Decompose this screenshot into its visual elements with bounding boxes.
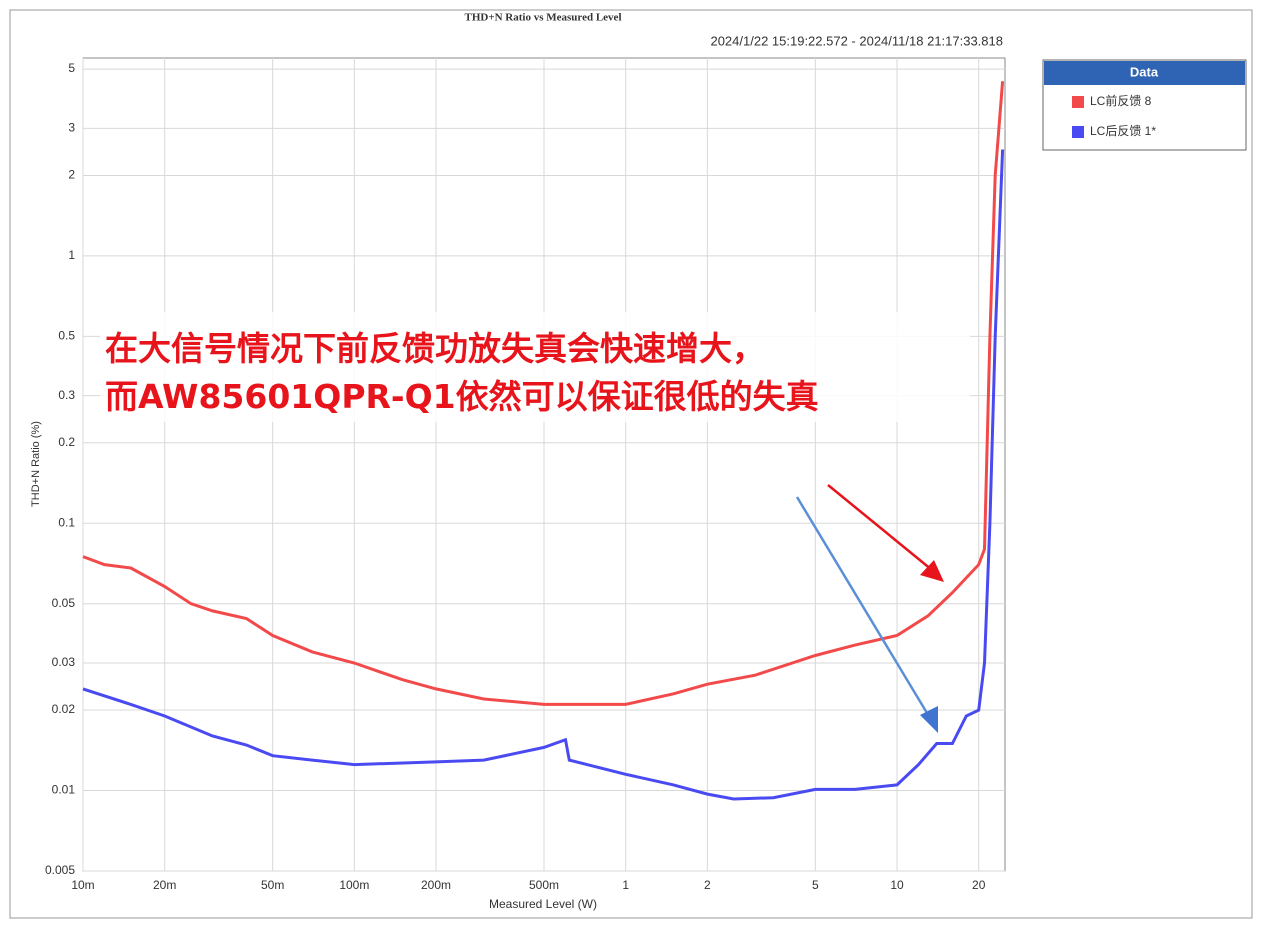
legend-entry: LC前反馈 8	[1090, 93, 1152, 108]
annotation: 而AW85601QPR-Q1依然可以保证很低的失真	[105, 377, 819, 416]
legend-swatch	[1072, 126, 1084, 138]
legend-swatch	[1072, 96, 1084, 108]
legend-entry: LC后反馈 1*	[1090, 124, 1156, 138]
y-tick-label: 0.01	[52, 783, 76, 797]
x-tick-label: 200m	[421, 878, 451, 892]
annotation-bg	[100, 312, 970, 422]
x-tick-label: 5	[812, 878, 819, 892]
y-tick-label: 2	[68, 168, 75, 182]
y-tick-label: 0.02	[52, 702, 76, 716]
y-tick-label: 0.005	[45, 863, 75, 877]
y-tick-label: 0.5	[58, 329, 75, 343]
x-tick-label: 100m	[339, 878, 369, 892]
x-tick-label: 10	[890, 878, 904, 892]
series-line	[82, 149, 1005, 801]
y-tick-label: 0.2	[58, 435, 75, 449]
arrow	[795, 496, 938, 733]
arrow	[827, 484, 944, 582]
x-tick-label: 500m	[529, 878, 559, 892]
y-tick-label: 0.05	[52, 596, 76, 610]
y-tick-label: 0.1	[58, 515, 75, 529]
y-tick-label: 0.3	[58, 388, 75, 402]
series-line	[82, 81, 1005, 706]
y-axis-label: THD+N Ratio (%)	[30, 421, 42, 507]
chart-title: THD+N Ratio vs Measured Level	[465, 12, 622, 24]
x-tick-label: 10m	[71, 878, 94, 892]
x-tick-label: 20	[972, 878, 986, 892]
y-tick-label: 3	[68, 121, 75, 135]
annotation: 在大信号情况下前反馈功放失真会快速增大，	[105, 329, 765, 368]
legend-header	[1044, 61, 1245, 85]
x-tick-label: 1	[622, 878, 629, 892]
y-tick-label: 1	[68, 248, 75, 262]
chart-subtitle: 2024/1/22 15:19:22.572 - 2024/11/18 21:1…	[710, 33, 1003, 48]
x-axis-label: Measured Level (W)	[489, 897, 597, 911]
x-tick-label: 2	[704, 878, 711, 892]
legend-title: Data	[1130, 64, 1159, 79]
y-tick-label: 5	[68, 61, 75, 75]
x-tick-label: 50m	[261, 878, 284, 892]
x-tick-label: 20m	[153, 878, 176, 892]
lines	[82, 81, 1005, 801]
y-tick-label: 0.03	[52, 655, 76, 669]
